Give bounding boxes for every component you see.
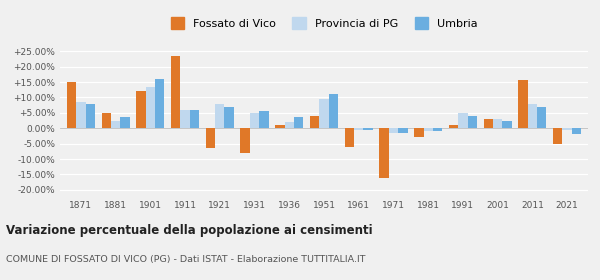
Bar (67, 82, 76, 128)
Bar (284, 122, 294, 128)
Bar (572, 128, 581, 134)
Bar (206, 128, 215, 148)
Bar (379, 128, 389, 178)
Bar (294, 118, 304, 128)
Bar (181, 110, 190, 128)
Bar (111, 120, 120, 128)
Bar (414, 128, 424, 137)
Bar (344, 128, 354, 147)
Bar (215, 104, 224, 128)
Bar (319, 99, 329, 128)
Bar (553, 128, 562, 144)
Bar (329, 94, 338, 128)
Bar (389, 128, 398, 133)
Bar (275, 125, 284, 128)
Bar (528, 104, 537, 128)
Bar (146, 87, 155, 128)
Bar (354, 128, 364, 130)
Text: Variazione percentuale della popolazione ai censimenti: Variazione percentuale della popolazione… (6, 224, 373, 237)
Bar (458, 113, 467, 128)
Bar (433, 128, 442, 131)
Bar (310, 116, 319, 128)
Bar (467, 116, 477, 128)
Bar (190, 110, 199, 128)
Bar (101, 113, 111, 128)
Bar (493, 119, 502, 128)
Bar (250, 113, 259, 128)
Bar (171, 56, 181, 128)
Bar (502, 120, 512, 128)
Legend: Fossato di Vico, Provincia di PG, Umbria: Fossato di Vico, Provincia di PG, Umbria (167, 14, 481, 32)
Bar (424, 128, 433, 131)
Bar (484, 119, 493, 128)
Bar (537, 107, 547, 128)
Bar (224, 107, 234, 128)
Bar (449, 125, 458, 128)
Bar (155, 79, 164, 128)
Bar (562, 128, 572, 130)
Bar (86, 104, 95, 128)
Bar (398, 128, 407, 133)
Bar (136, 91, 146, 128)
Text: COMUNE DI FOSSATO DI VICO (PG) - Dati ISTAT - Elaborazione TUTTITALIA.IT: COMUNE DI FOSSATO DI VICO (PG) - Dati IS… (6, 255, 365, 264)
Bar (518, 80, 528, 128)
Bar (364, 128, 373, 130)
Bar (76, 102, 86, 128)
Bar (241, 128, 250, 153)
Bar (259, 111, 269, 128)
Bar (120, 118, 130, 128)
